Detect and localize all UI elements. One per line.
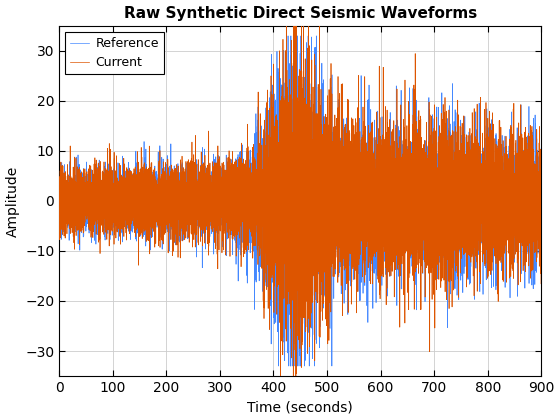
Current (530, 212, 536, 217)
Current (283, 24, 290, 29)
Current (56, 198, 63, 203)
Y-axis label: Amplitude: Amplitude (6, 165, 20, 236)
Legend: Reference, Current: Reference, Current (66, 32, 164, 74)
Reference (276, 363, 282, 368)
Reference (436, 225, 443, 230)
Reference (530, 206, 536, 211)
Reference (56, 198, 63, 203)
Current (436, 222, 443, 227)
Line: Reference: Reference (59, 36, 542, 366)
Current (538, 198, 545, 203)
Current (83, 172, 90, 177)
Line: Current: Current (59, 26, 542, 376)
Current (351, 259, 357, 264)
Reference (358, 280, 365, 285)
Reference (83, 180, 90, 185)
Current (358, 199, 365, 204)
Reference (351, 179, 357, 184)
Reference (284, 33, 291, 38)
Reference (538, 200, 545, 205)
Reference (185, 215, 192, 220)
Current (185, 216, 192, 221)
Title: Raw Synthetic Direct Seismic Waveforms: Raw Synthetic Direct Seismic Waveforms (124, 5, 477, 21)
Current (277, 373, 284, 378)
X-axis label: Time (seconds): Time (seconds) (248, 400, 353, 415)
